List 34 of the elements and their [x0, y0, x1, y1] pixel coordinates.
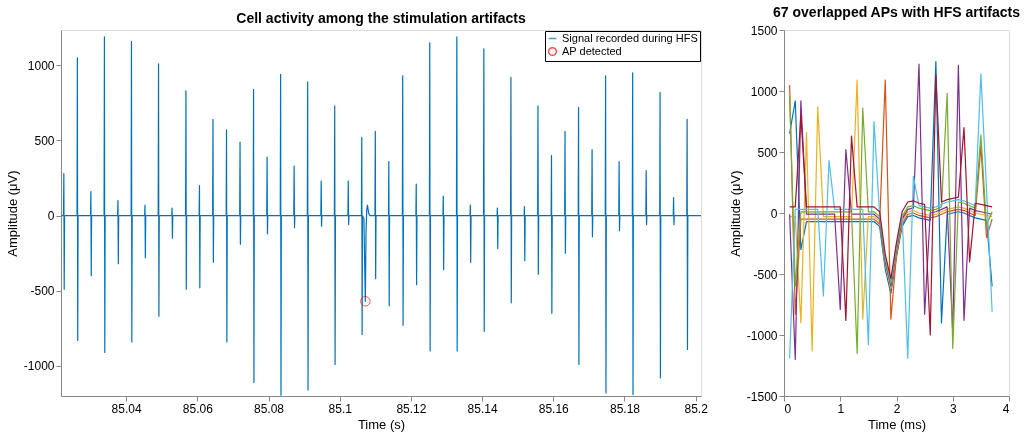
chart-title: 67 overlapped APs with HFS artifacts [773, 4, 1021, 20]
x-tick-label: 3 [949, 401, 957, 416]
x-axis-title: Time (s) [357, 416, 406, 432]
x-tick-label: 85.1 [328, 401, 353, 416]
y-tick-label: 500 [34, 133, 55, 148]
y-tick-label: -500 [30, 284, 55, 299]
x-tick-label: 2 [893, 401, 901, 416]
y-tick-label: 1000 [750, 84, 778, 99]
y-axis-title: Amplitude (μV) [4, 170, 20, 257]
x-tick-label: 85.14 [467, 401, 498, 416]
x-tick-label: 4 [1002, 401, 1010, 416]
x-tick-label: 85.18 [609, 401, 641, 416]
y-tick-label: 0 [770, 206, 778, 221]
x-tick-label: 85.16 [538, 401, 570, 416]
x-tick-label: 85.2 [684, 401, 709, 416]
y-tick-label: -1500 [746, 389, 778, 404]
x-tick-label: 1 [837, 401, 845, 416]
legend-label: Signal recorded during HFS [562, 31, 698, 44]
x-tick-label: 85.12 [396, 401, 427, 416]
y-tick-label: -1000 [746, 328, 778, 343]
y-tick-label: 0 [47, 209, 55, 224]
x-tick-label: 0 [784, 401, 792, 416]
y-axis-title: Amplitude (μV) [727, 170, 743, 257]
y-tick-label: 1000 [27, 58, 55, 73]
x-tick-label: 85.04 [111, 401, 142, 416]
x-axis-title: Time (ms) [867, 416, 927, 432]
y-tick-label: -500 [753, 267, 778, 282]
legend-label: AP detected [562, 44, 622, 57]
y-tick-label: 1500 [750, 23, 778, 38]
x-tick-label: 85.06 [182, 401, 214, 416]
y-tick-label: -1000 [23, 359, 55, 374]
chart-title: Cell activity among the stimulation artifacts [236, 10, 526, 26]
y-tick-label: 500 [757, 145, 778, 160]
x-tick-label: 85.08 [254, 401, 285, 416]
